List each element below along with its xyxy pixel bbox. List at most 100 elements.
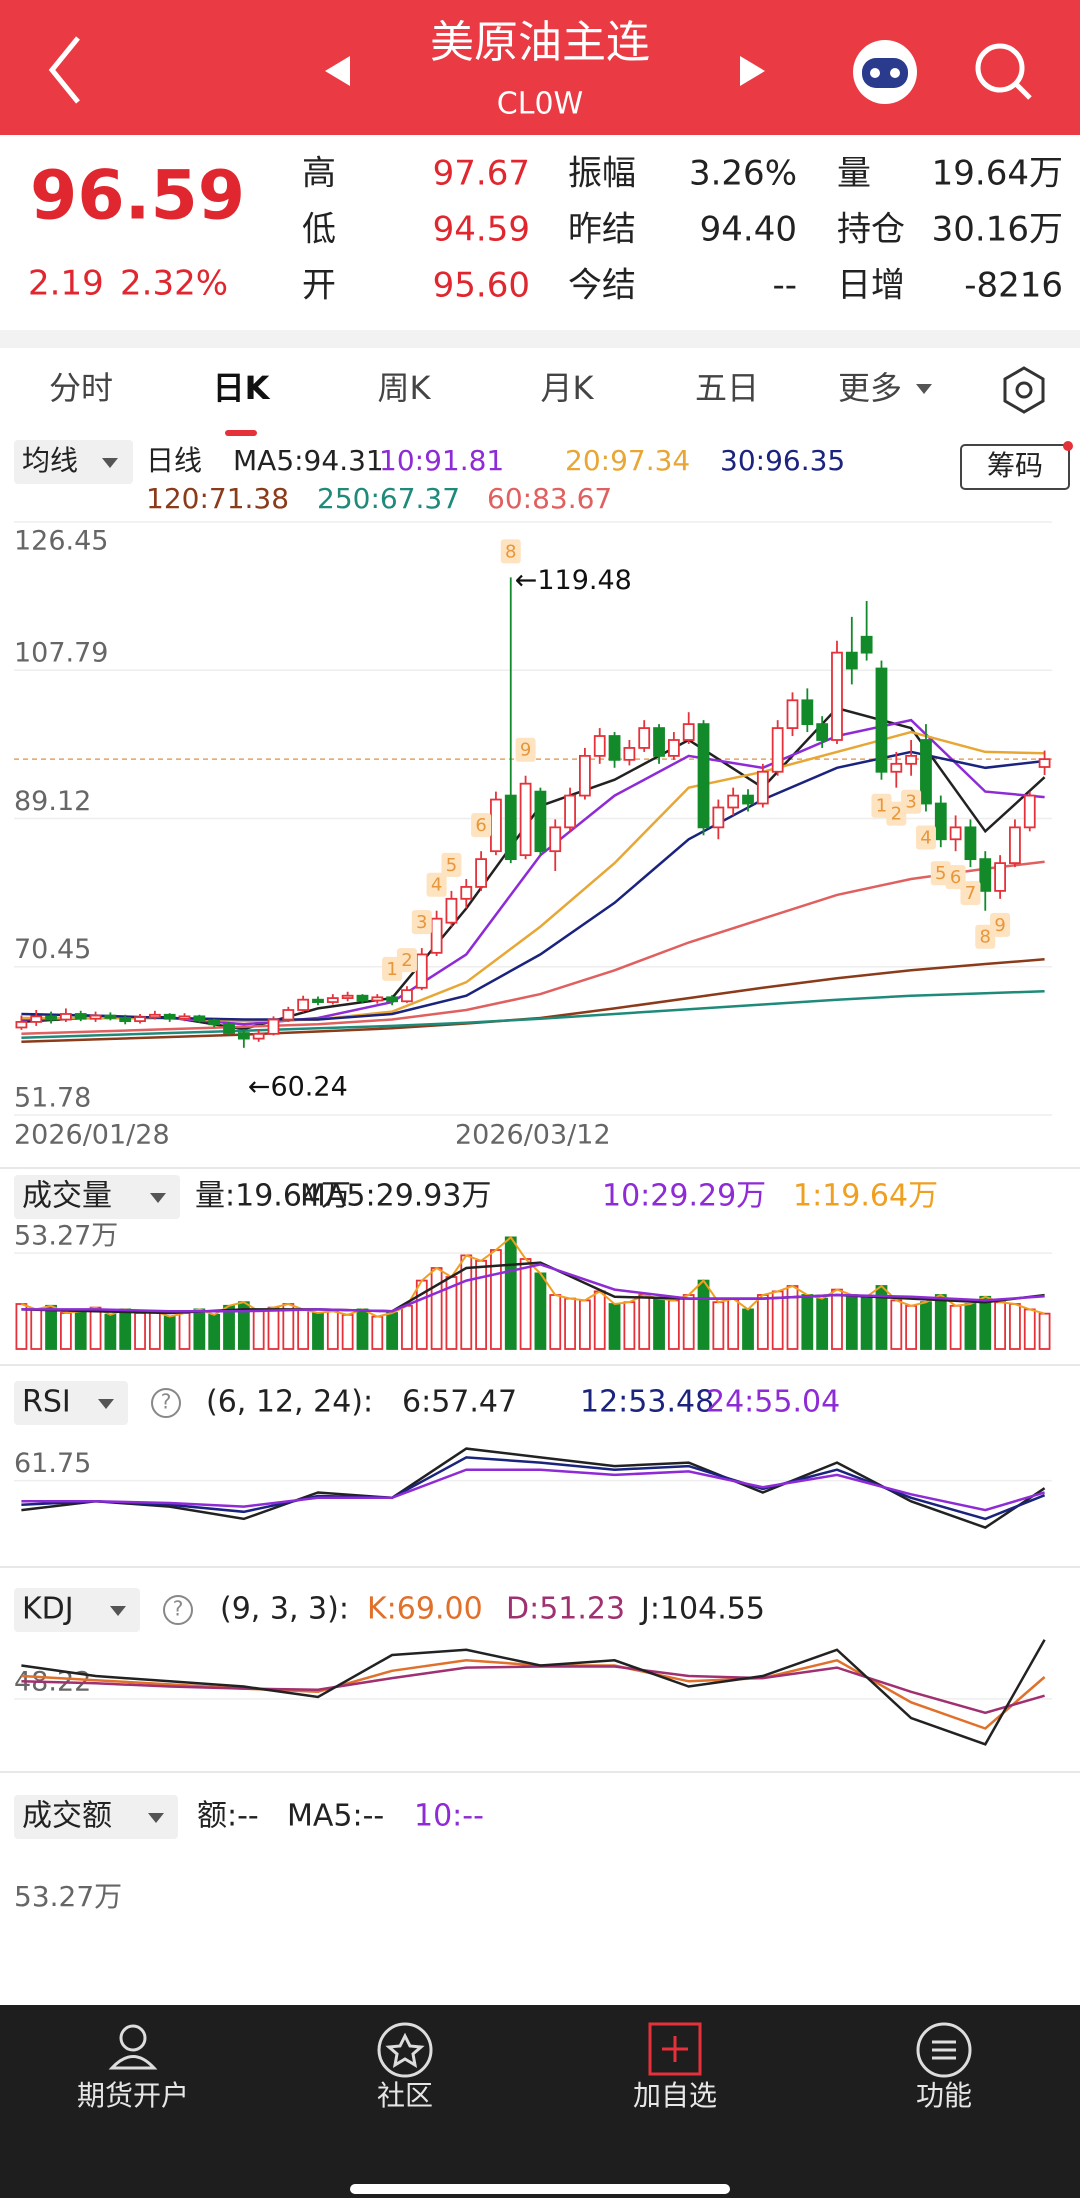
stat-value: 3.26% bbox=[689, 154, 797, 194]
td-count: 8 bbox=[980, 927, 991, 948]
candle-body bbox=[45, 1015, 57, 1021]
nav-label[interactable]: 功能 bbox=[916, 2079, 972, 2112]
volume-bar bbox=[727, 1297, 740, 1350]
candle-body bbox=[994, 862, 1006, 892]
search-icon[interactable] bbox=[975, 43, 1032, 100]
nav-label[interactable]: 社区 bbox=[377, 2079, 433, 2112]
candle-body bbox=[326, 997, 339, 1003]
dropdown-arrow bbox=[110, 1606, 126, 1616]
volume-bar bbox=[742, 1308, 754, 1350]
code: CL0W bbox=[497, 87, 583, 122]
candle-body bbox=[771, 727, 784, 773]
nav-label[interactable]: 期货开户 bbox=[77, 2079, 189, 2112]
tab[interactable]: 五日 bbox=[695, 369, 759, 407]
candle-body bbox=[282, 1009, 295, 1021]
volume-bar bbox=[890, 1299, 903, 1350]
help-icon[interactable] bbox=[151, 1388, 181, 1418]
nav-label[interactable]: 加自选 bbox=[633, 2079, 717, 2112]
assistant-icon[interactable] bbox=[853, 40, 917, 104]
candle-body bbox=[356, 994, 369, 1002]
amount-selector[interactable] bbox=[14, 1795, 178, 1839]
tab[interactable]: 月K bbox=[541, 369, 595, 407]
indicator-title: RSI bbox=[22, 1385, 71, 1420]
indicator-selector[interactable] bbox=[14, 1175, 180, 1219]
candle-body bbox=[964, 826, 977, 861]
td-count: 5 bbox=[446, 855, 457, 876]
volume-bar bbox=[608, 1303, 621, 1350]
stat-value: 19.64万 bbox=[932, 154, 1063, 194]
volume-bar bbox=[45, 1304, 57, 1350]
prev-button[interactable] bbox=[325, 56, 350, 86]
volume-bar bbox=[786, 1285, 799, 1350]
stat-label: 昨结 bbox=[568, 210, 636, 250]
bottom-nav bbox=[0, 2005, 1080, 2198]
volume-bar bbox=[297, 1308, 310, 1350]
badge-dot bbox=[1063, 441, 1073, 451]
volume-bar bbox=[401, 1304, 413, 1350]
candle-body bbox=[831, 651, 843, 741]
candle-body bbox=[608, 735, 621, 761]
candle-body bbox=[1009, 826, 1021, 864]
tab[interactable]: 分时 bbox=[49, 369, 113, 407]
tab[interactable]: 日K bbox=[213, 369, 271, 407]
stat-value: -- bbox=[772, 266, 797, 306]
volume-legend: 1:19.64万 bbox=[793, 1179, 938, 1214]
legend-entry: J:104.55 bbox=[639, 1592, 765, 1627]
volume-bar bbox=[60, 1312, 72, 1350]
volume-bar bbox=[15, 1303, 28, 1350]
indicator-line bbox=[21, 860, 1045, 1036]
candle-body bbox=[1038, 758, 1051, 768]
candle-body bbox=[371, 996, 384, 1002]
amount-title: 成交额 bbox=[22, 1799, 112, 1834]
amount-legend: MA5:-- bbox=[287, 1799, 384, 1834]
td-count: 6 bbox=[475, 815, 486, 836]
td-badge bbox=[960, 881, 981, 906]
indicator-selector[interactable] bbox=[14, 1381, 128, 1425]
volume-bar bbox=[949, 1304, 962, 1350]
td-count: 9 bbox=[994, 915, 1005, 936]
help-icon[interactable] bbox=[163, 1595, 193, 1625]
volume-bar bbox=[119, 1308, 132, 1350]
dropdown-arrow bbox=[148, 1813, 164, 1823]
candle-body bbox=[30, 1015, 43, 1023]
stat-label: 振幅 bbox=[568, 154, 636, 194]
ma-selector-label: 均线 bbox=[22, 444, 78, 477]
stat-label: 量 bbox=[837, 154, 871, 194]
chips-button[interactable] bbox=[960, 444, 1070, 490]
stat-label: 低 bbox=[302, 210, 336, 250]
volume-bar bbox=[920, 1301, 932, 1350]
volume-bar bbox=[1009, 1303, 1021, 1350]
tab[interactable]: 更多 bbox=[838, 369, 902, 407]
ma-selector[interactable] bbox=[14, 440, 133, 484]
y-tick-label: 126.45 bbox=[14, 526, 108, 557]
candle-body bbox=[134, 1016, 146, 1023]
indicator-selector[interactable] bbox=[14, 1588, 140, 1632]
next-button[interactable] bbox=[740, 56, 765, 86]
candle-body bbox=[223, 1023, 235, 1034]
stat-label: 开 bbox=[302, 266, 336, 306]
candle-body bbox=[267, 1018, 280, 1035]
candle-body bbox=[756, 770, 769, 805]
volume-bar bbox=[994, 1301, 1006, 1350]
volume-bar bbox=[623, 1301, 636, 1350]
settings-icon[interactable] bbox=[1003, 366, 1045, 414]
back-button[interactable] bbox=[48, 36, 80, 104]
amount-legend: 10:-- bbox=[414, 1799, 484, 1834]
legend-entry: 12:53.48 bbox=[580, 1385, 714, 1420]
ma-legend: 10:91.81 bbox=[379, 444, 504, 477]
dropdown-arrow bbox=[150, 1193, 166, 1203]
volume-bar bbox=[163, 1315, 176, 1350]
stat-label: 日增 bbox=[837, 266, 905, 306]
volume-bar bbox=[697, 1279, 710, 1350]
candle-body bbox=[667, 739, 680, 757]
separator bbox=[0, 330, 1080, 348]
volume-bar bbox=[831, 1288, 843, 1350]
volume-bar bbox=[148, 1310, 161, 1350]
candle-body bbox=[104, 1014, 117, 1019]
amount-legend: 额:-- bbox=[197, 1799, 259, 1834]
tab[interactable]: 周K bbox=[378, 369, 432, 407]
candle-body bbox=[623, 747, 636, 761]
candle-body bbox=[979, 858, 992, 892]
td-badge bbox=[990, 912, 1011, 937]
volume-bar bbox=[74, 1310, 87, 1350]
